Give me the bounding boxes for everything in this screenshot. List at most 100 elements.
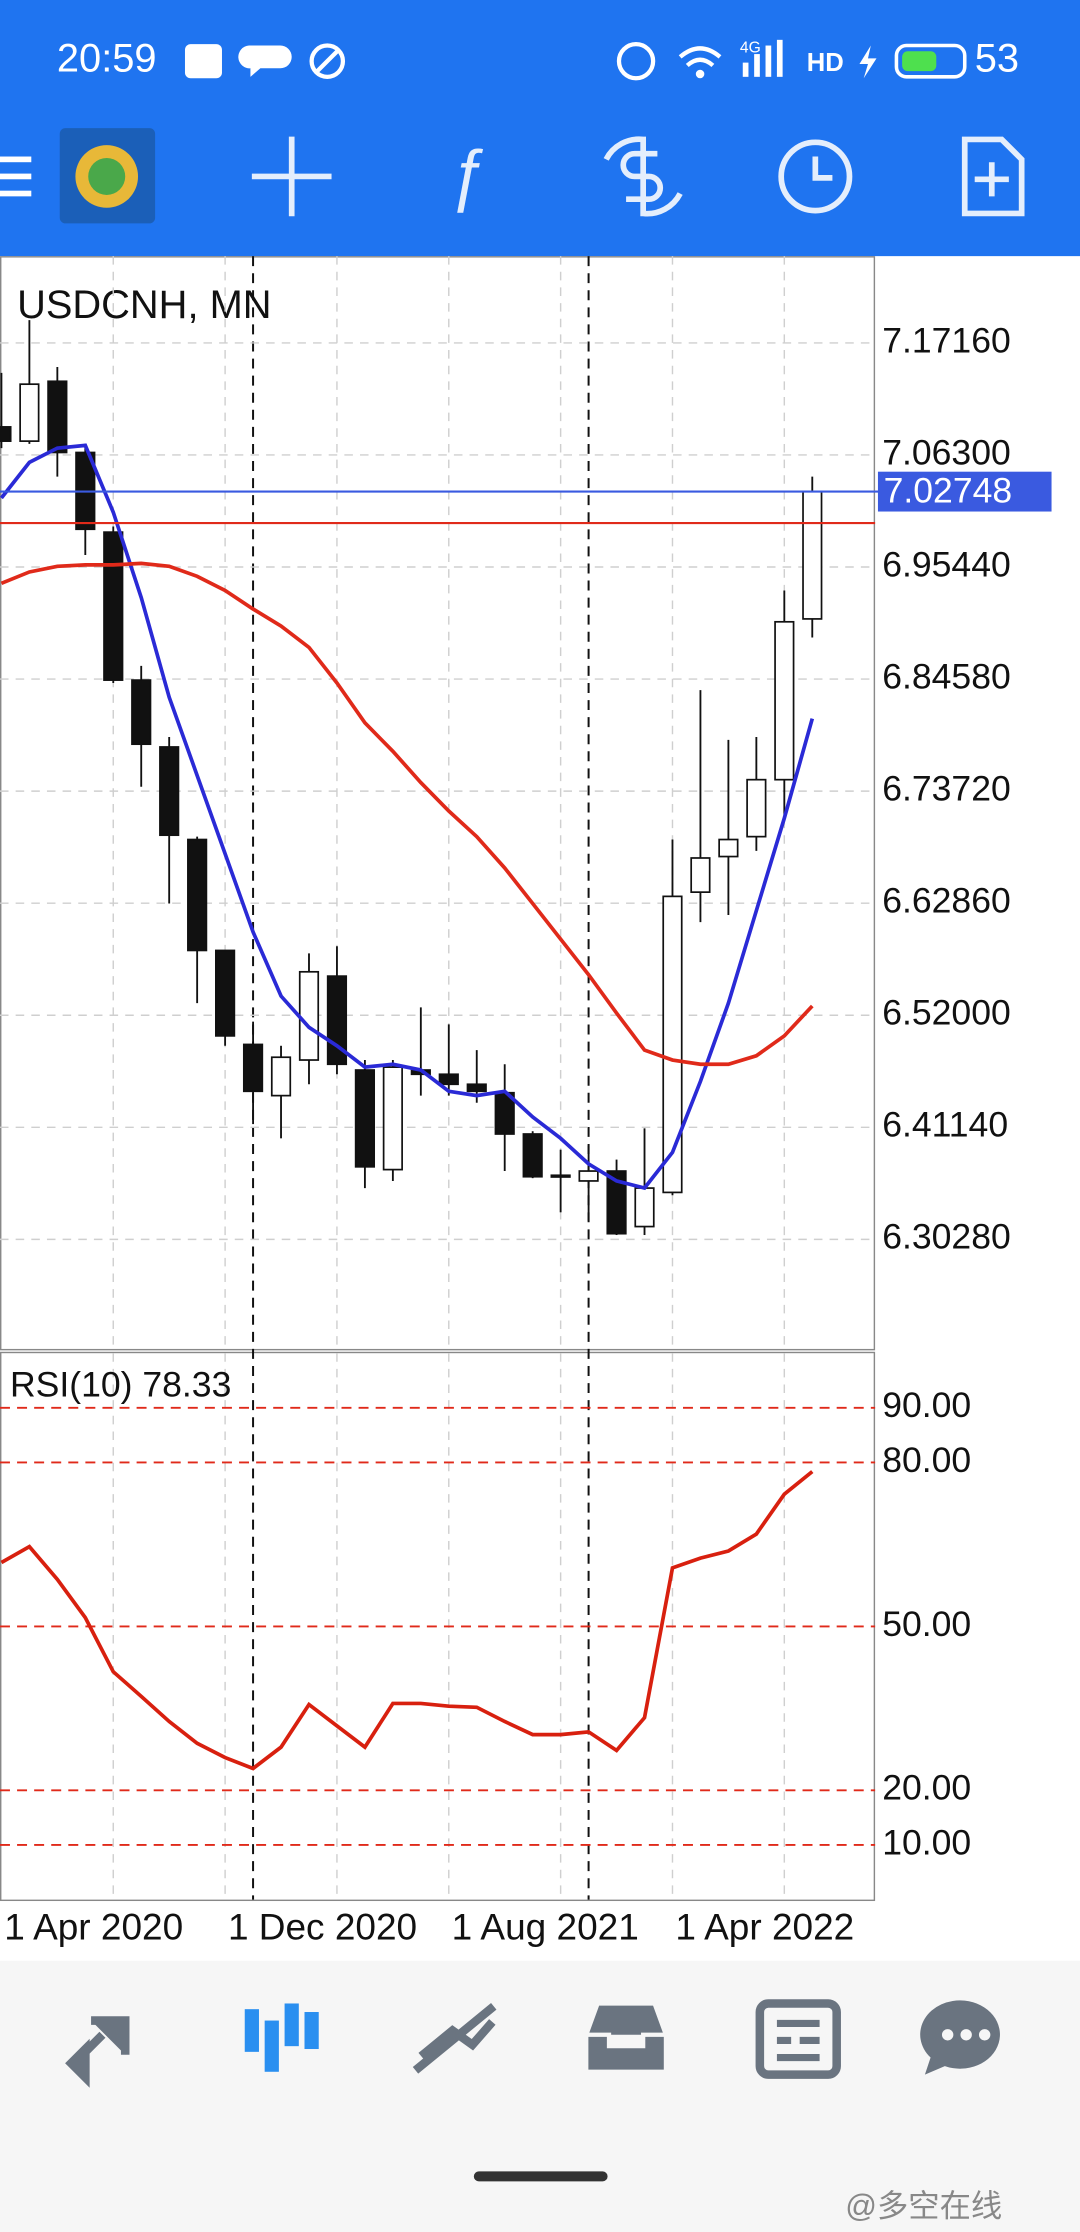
chat-tab[interactable] bbox=[920, 2000, 1000, 2075]
signal-icon bbox=[754, 54, 760, 77]
y-tick-label: 7.17160 bbox=[882, 320, 1011, 360]
candle-body bbox=[131, 679, 152, 746]
wifi-icon bbox=[695, 69, 705, 79]
x-tick-label: 1 Aug 2021 bbox=[452, 1906, 639, 1947]
y-tick-label: 80.00 bbox=[882, 1440, 971, 1480]
candle-body bbox=[634, 1187, 655, 1228]
moving-average-line bbox=[0, 561, 814, 1067]
app-logo bbox=[88, 157, 126, 195]
rsi-title: RSI(10) 78.33 bbox=[10, 1365, 231, 1405]
y-tick-label: 6.30280 bbox=[882, 1217, 1011, 1257]
chat-tab-icon bbox=[941, 2029, 954, 2041]
candle-body bbox=[215, 949, 236, 1037]
y-tick-label: 20.00 bbox=[882, 1768, 971, 1808]
candle-body bbox=[578, 1170, 599, 1182]
trade-tab[interactable] bbox=[412, 2003, 497, 2074]
price-level-tag bbox=[877, 471, 1052, 512]
signal-icon bbox=[765, 45, 772, 77]
news-tab-icon bbox=[776, 2019, 820, 2062]
rsi-name: RSI(10) bbox=[10, 1365, 133, 1405]
rsi-line bbox=[0, 1470, 814, 1771]
moving-average-line bbox=[0, 443, 815, 1191]
y-tick-label: 6.41140 bbox=[882, 1105, 1008, 1145]
new-order-button[interactable] bbox=[961, 136, 1025, 217]
hd-label: HD bbox=[807, 49, 844, 77]
chart-tab[interactable] bbox=[244, 2003, 319, 2072]
candle-body bbox=[0, 426, 12, 442]
y-tick-label: 6.73720 bbox=[882, 769, 1011, 809]
charging-icon bbox=[859, 45, 877, 79]
candle-body bbox=[382, 1066, 403, 1171]
candle-body bbox=[662, 895, 683, 1194]
candle-body bbox=[354, 1069, 376, 1168]
candle-body bbox=[159, 746, 180, 837]
candle-body bbox=[270, 1056, 292, 1097]
status-time: 20:59 bbox=[57, 37, 157, 81]
chat-tab-icon bbox=[960, 2029, 972, 2041]
news-tab[interactable] bbox=[755, 1999, 841, 2079]
candle-body bbox=[550, 1174, 571, 1178]
network-label: 4G bbox=[740, 40, 761, 57]
rsi-value: 78.33 bbox=[142, 1365, 231, 1405]
chart-tab-icon bbox=[264, 2020, 279, 2072]
candle-body bbox=[187, 838, 208, 952]
menu-icon bbox=[0, 173, 32, 180]
candle-body bbox=[466, 1083, 487, 1093]
timeframe-button bbox=[812, 156, 833, 181]
chart-title: USDCNH, MN bbox=[17, 283, 271, 327]
y-tick-label: 90.00 bbox=[882, 1385, 971, 1425]
x-tick-label: 1 Apr 2022 bbox=[675, 1906, 854, 1947]
wifi-icon bbox=[678, 46, 722, 68]
menu-icon bbox=[0, 190, 32, 197]
candle-body bbox=[47, 380, 68, 454]
price-level-label: 7.02748 bbox=[884, 470, 1013, 510]
candle-body bbox=[774, 620, 795, 781]
y-tick-label: 6.52000 bbox=[882, 993, 1011, 1033]
toolbar: ƒ bbox=[0, 128, 1025, 224]
message-icon bbox=[238, 45, 292, 77]
candle-body bbox=[718, 838, 739, 858]
battery-level bbox=[902, 51, 937, 72]
alarm-icon bbox=[616, 41, 656, 81]
app-icon bbox=[184, 44, 222, 79]
y-tick-label: 7.06300 bbox=[882, 432, 1011, 472]
chat-tab-icon bbox=[978, 2029, 991, 2041]
crosshair-button[interactable] bbox=[251, 136, 332, 217]
battery-percent: 53 bbox=[975, 37, 1019, 81]
x-tick-label: 1 Apr 2020 bbox=[4, 1906, 183, 1947]
top-bar bbox=[0, 0, 1080, 257]
timeframe-button[interactable] bbox=[778, 139, 853, 214]
chart-tab-icon bbox=[244, 2009, 259, 2052]
battery-icon bbox=[894, 43, 967, 79]
bottom-nav bbox=[0, 1960, 1080, 2232]
candle-body bbox=[522, 1133, 543, 1178]
watermark: @多空在线 bbox=[845, 2189, 1002, 2224]
home-indicator bbox=[473, 2171, 608, 2182]
candle-body bbox=[802, 490, 823, 620]
chart-tab-icon bbox=[304, 2012, 319, 2050]
candle-body bbox=[746, 778, 767, 838]
y-tick-label: 50.00 bbox=[882, 1604, 971, 1644]
quotes-tab[interactable] bbox=[65, 2016, 130, 2088]
y-tick-label: 6.62860 bbox=[882, 881, 1011, 921]
candle-body bbox=[690, 857, 711, 893]
candle-body bbox=[19, 383, 40, 442]
dnd-icon bbox=[309, 43, 346, 79]
x-tick-label: 1 Dec 2020 bbox=[228, 1906, 417, 1947]
trade-button[interactable] bbox=[603, 136, 683, 217]
candle-body bbox=[103, 531, 124, 681]
y-tick-label: 6.84580 bbox=[882, 656, 1011, 696]
menu-icon[interactable] bbox=[0, 156, 32, 163]
indicators-button[interactable]: ƒ bbox=[448, 136, 486, 212]
y-tick-label: 10.00 bbox=[882, 1822, 971, 1862]
chart-tab-icon bbox=[284, 2003, 299, 2047]
y-tick-label: 6.95440 bbox=[882, 544, 1011, 584]
history-tab[interactable] bbox=[584, 2001, 669, 2074]
candle-body bbox=[298, 970, 320, 1061]
main-panel-frame bbox=[0, 256, 876, 1351]
dnd-icon bbox=[315, 49, 339, 73]
candle-body bbox=[438, 1073, 459, 1086]
signal-icon bbox=[742, 62, 749, 77]
